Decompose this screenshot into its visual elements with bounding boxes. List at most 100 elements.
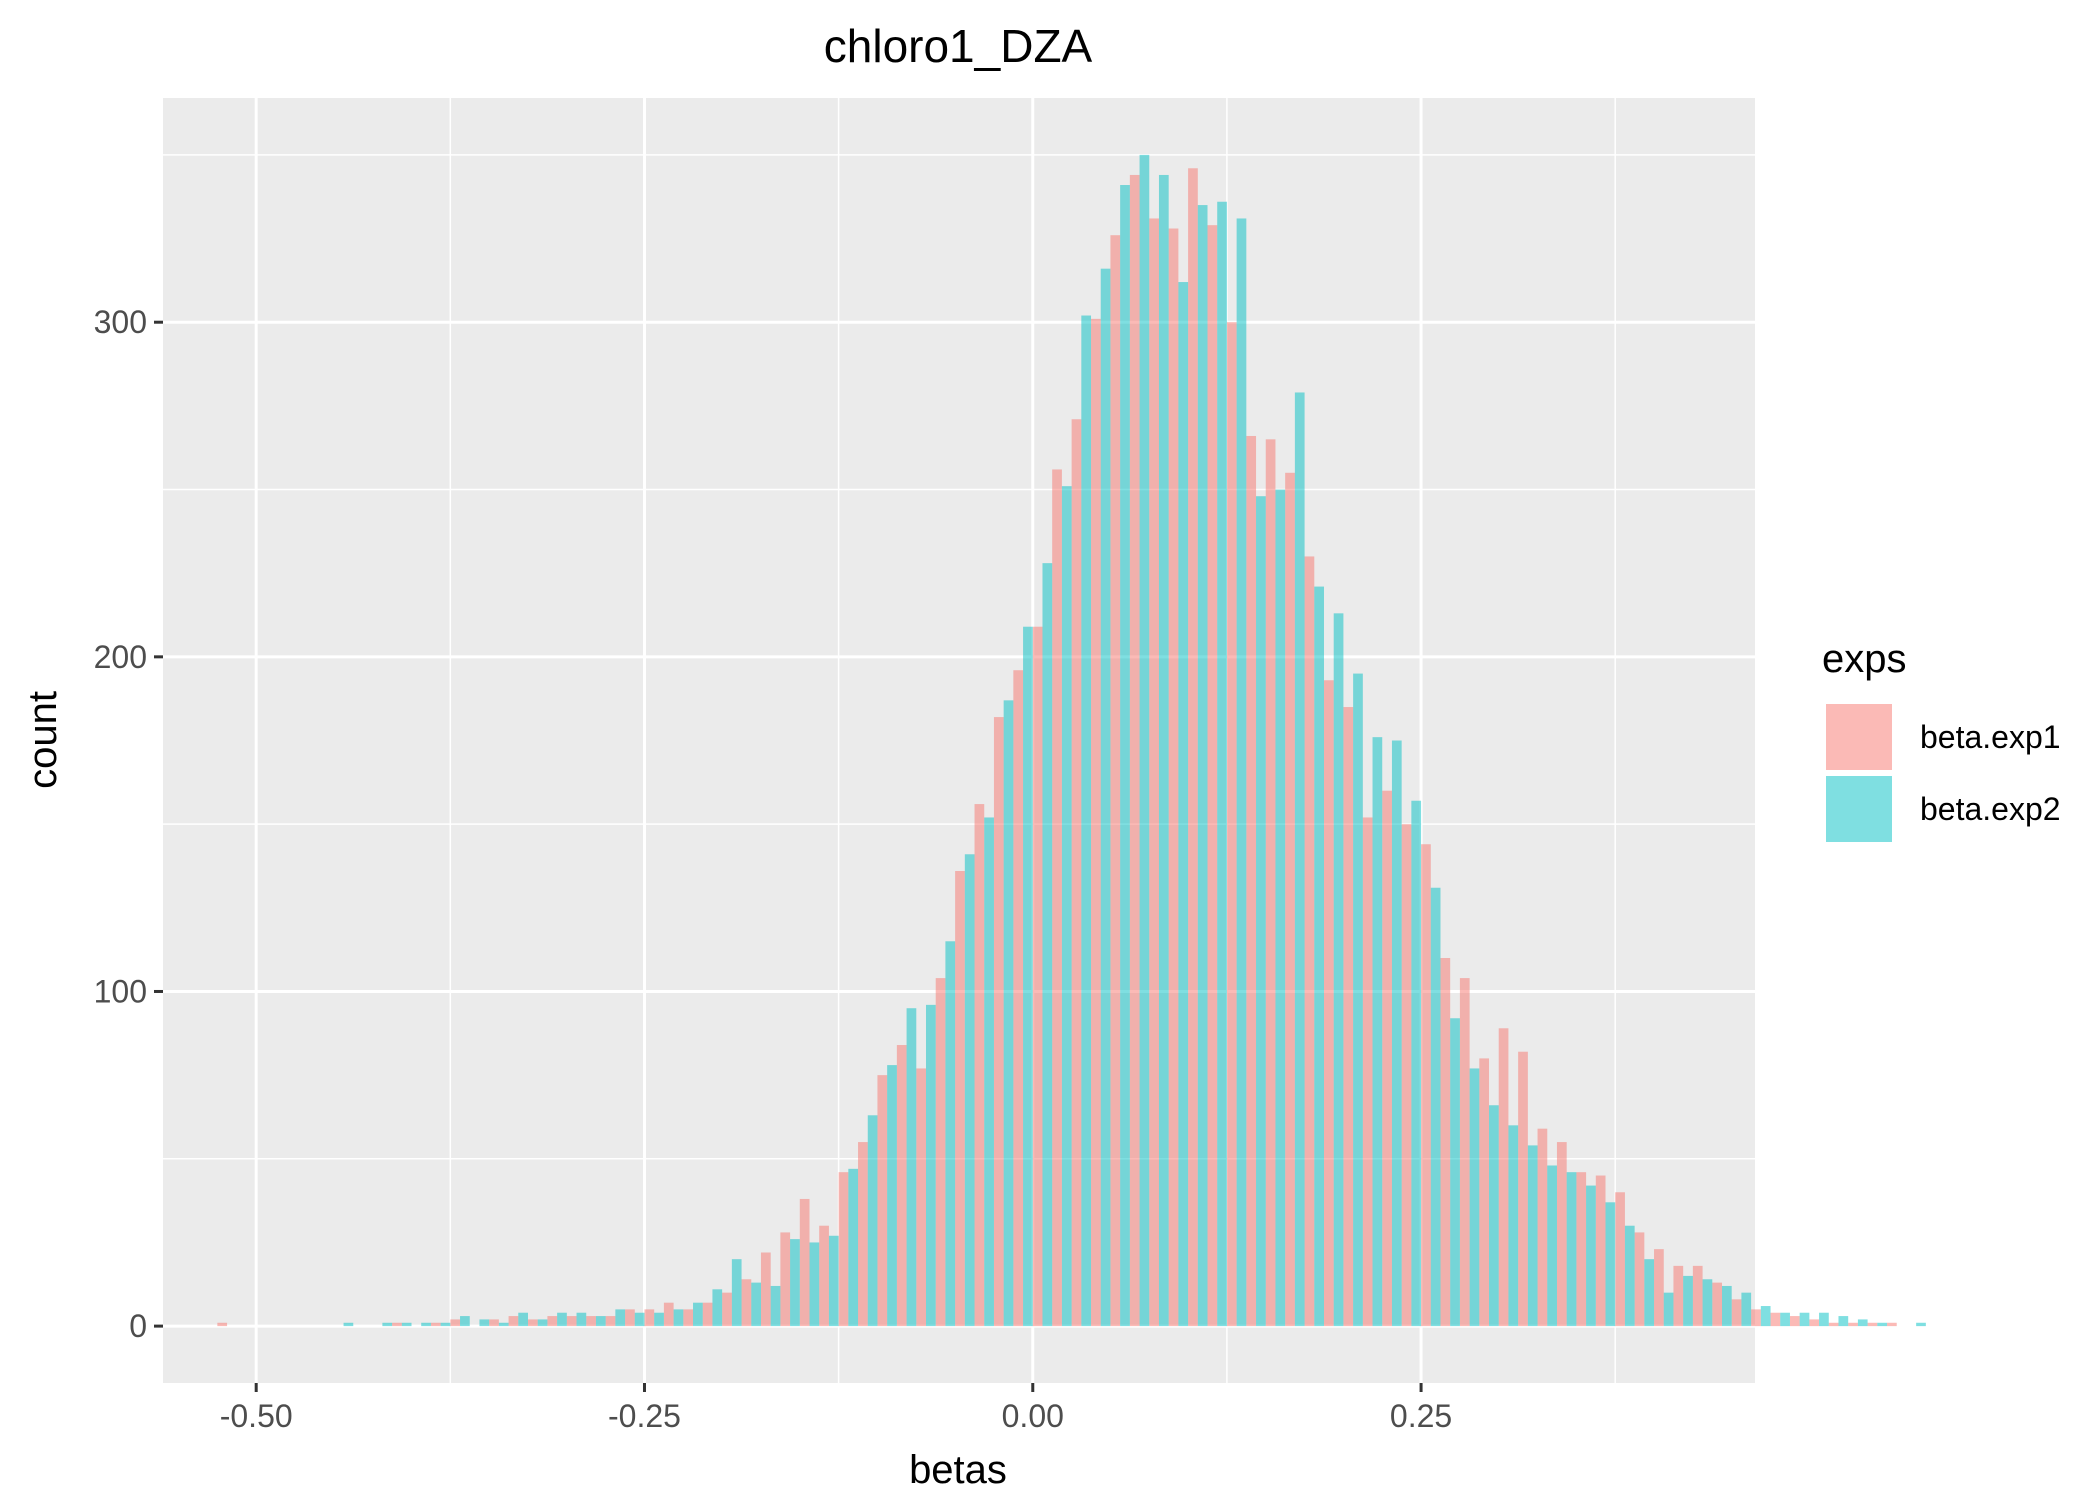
bar-beta-exp1 [1615, 1192, 1625, 1327]
bar-beta-exp2 [945, 941, 956, 1327]
bar-beta-exp1 [741, 1279, 752, 1327]
histogram-bars [217, 154, 1926, 1327]
bar-beta-exp2 [1916, 1322, 1926, 1327]
bar-beta-exp1 [683, 1309, 694, 1327]
bar-beta-exp2 [1256, 496, 1266, 1327]
bar-beta-exp2 [1333, 613, 1344, 1327]
bar-beta-exp1 [1382, 790, 1392, 1327]
bar-beta-exp1 [1537, 1128, 1548, 1327]
bar-beta-exp1 [644, 1309, 655, 1327]
bar-beta-exp1 [1013, 670, 1024, 1327]
bar-beta-exp2 [1819, 1312, 1829, 1327]
bar-beta-exp1 [527, 1319, 538, 1327]
bar-beta-exp2 [1527, 1145, 1538, 1327]
y-tick-label: 200 [94, 639, 147, 675]
bar-beta-exp1 [1149, 218, 1159, 1327]
bar-beta-exp1 [1421, 844, 1431, 1327]
bar-beta-exp1 [605, 1316, 616, 1327]
x-tick-label: 0.00 [1002, 1398, 1064, 1434]
bar-beta-exp2 [1450, 1018, 1460, 1327]
bar-beta-exp1 [1285, 472, 1295, 1327]
bar-beta-exp2 [615, 1309, 626, 1327]
bar-beta-exp2 [401, 1322, 412, 1327]
y-axis-title: count [21, 691, 65, 789]
y-tick-label: 300 [94, 304, 147, 340]
bar-beta-exp2 [1100, 268, 1111, 1327]
bar-beta-exp1 [1634, 1232, 1645, 1327]
bar-beta-exp2 [1353, 673, 1363, 1327]
legend-label-beta-exp1: beta.exp1 [1920, 719, 2061, 755]
bar-beta-exp1 [1440, 958, 1451, 1327]
bar-beta-exp2 [1061, 486, 1072, 1327]
bar-beta-exp2 [460, 1316, 470, 1327]
bar-beta-exp2 [1624, 1225, 1635, 1327]
bar-beta-exp2 [440, 1322, 451, 1327]
bar-beta-exp1 [1848, 1322, 1858, 1327]
bar-beta-exp2 [1586, 1185, 1596, 1327]
bar-beta-exp2 [382, 1322, 393, 1327]
bar-beta-exp1 [1304, 556, 1315, 1327]
bar-beta-exp2 [1314, 586, 1324, 1327]
bar-beta-exp2 [906, 1008, 917, 1327]
bar-beta-exp1 [722, 1292, 732, 1327]
bar-beta-exp1 [974, 804, 985, 1327]
bar-beta-exp1 [586, 1316, 596, 1327]
bar-beta-exp2 [867, 1115, 878, 1327]
bar-beta-exp1 [955, 871, 965, 1327]
bar-beta-exp1 [819, 1225, 829, 1327]
bar-beta-exp2 [1120, 185, 1130, 1327]
bar-beta-exp1 [702, 1302, 713, 1327]
bar-beta-exp2 [1178, 282, 1189, 1327]
bar-beta-exp1 [1518, 1051, 1528, 1327]
bar-beta-exp1 [1091, 318, 1101, 1327]
bar-beta-exp1 [1032, 626, 1043, 1327]
bar-beta-exp2 [1003, 700, 1014, 1327]
bar-beta-exp2 [1042, 563, 1053, 1327]
bar-beta-exp1 [547, 1316, 558, 1327]
bar-beta-exp1 [935, 978, 946, 1327]
chart-title: chloro1_DZA [824, 20, 1093, 72]
bar-beta-exp1 [1751, 1309, 1761, 1327]
bar-beta-exp1 [1343, 707, 1354, 1327]
bar-beta-exp1 [896, 1045, 907, 1327]
bar-beta-exp2 [518, 1312, 528, 1327]
bar-beta-exp2 [925, 1004, 936, 1327]
y-tick-label: 100 [94, 973, 147, 1009]
bar-beta-exp1 [916, 1068, 926, 1327]
bar-beta-exp1 [993, 717, 1004, 1327]
bar-beta-exp1 [1867, 1322, 1878, 1327]
bar-beta-exp2 [1547, 1165, 1557, 1327]
bar-beta-exp1 [1712, 1282, 1722, 1327]
bar-beta-exp1 [1459, 978, 1470, 1327]
bar-beta-exp1 [430, 1322, 441, 1327]
bar-beta-exp1 [780, 1232, 791, 1327]
bar-beta-exp1 [217, 1322, 228, 1327]
bar-beta-exp1 [838, 1172, 849, 1327]
bar-beta-exp2 [848, 1168, 859, 1327]
bar-beta-exp2 [498, 1322, 509, 1327]
bar-beta-exp1 [489, 1319, 499, 1327]
bar-beta-exp2 [479, 1319, 490, 1327]
bar-beta-exp2 [1644, 1259, 1655, 1327]
bar-beta-exp2 [595, 1316, 606, 1327]
bar-beta-exp1 [1110, 235, 1121, 1327]
bar-beta-exp2 [1780, 1312, 1790, 1327]
bar-beta-exp2 [1566, 1172, 1577, 1327]
bar-beta-exp2 [1275, 489, 1286, 1327]
y-tick-label: 0 [129, 1308, 147, 1344]
bar-beta-exp2 [809, 1242, 820, 1327]
bar-beta-exp1 [1770, 1312, 1781, 1327]
bar-beta-exp2 [1294, 392, 1305, 1327]
bar-beta-exp1 [1052, 469, 1062, 1327]
bar-beta-exp1 [858, 1142, 868, 1327]
bar-beta-exp2 [1489, 1105, 1499, 1327]
bar-beta-exp2 [1158, 174, 1169, 1327]
bar-beta-exp1 [1887, 1322, 1897, 1327]
bar-beta-exp1 [1168, 228, 1179, 1327]
x-tick-label: 0.25 [1390, 1398, 1452, 1434]
bar-beta-exp2 [1799, 1312, 1810, 1327]
legend-label-beta-exp2: beta.exp2 [1920, 791, 2061, 827]
bar-beta-exp2 [984, 817, 994, 1327]
bar-beta-exp1 [1362, 817, 1373, 1327]
bar-beta-exp1 [1246, 435, 1257, 1327]
